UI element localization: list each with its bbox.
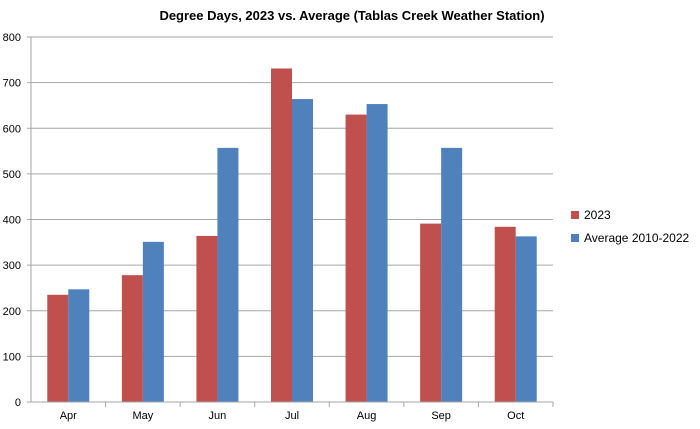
bar-2023-oct (494, 226, 516, 402)
legend-swatch (571, 211, 579, 219)
y-tick-label: 100 (3, 351, 21, 363)
legend-swatch (571, 234, 579, 242)
bar-average-2010-2022-apr (68, 289, 90, 402)
x-tick-label: Jun (209, 410, 227, 422)
bar-2023-aug (345, 114, 367, 402)
bar-average-2010-2022-oct (515, 236, 537, 402)
y-tick-label: 600 (3, 123, 21, 135)
y-tick-label: 500 (3, 169, 21, 181)
y-tick-label: 0 (15, 397, 21, 409)
bar-2023-jul (271, 68, 292, 402)
x-tick-label: Aug (357, 410, 377, 422)
bar-average-2010-2022-may (142, 241, 164, 402)
x-tick-label: Apr (60, 410, 77, 422)
y-tick-label: 400 (3, 215, 21, 227)
x-tick-label: Oct (507, 410, 524, 422)
legend-label: Average 2010-2022 (584, 231, 690, 245)
y-tick-label: 300 (3, 260, 21, 272)
bar-average-2010-2022-jun (217, 147, 239, 402)
bar-average-2010-2022-sep (441, 147, 463, 402)
x-tick-label: Jul (285, 410, 299, 422)
bar-average-2010-2022-jul (292, 99, 313, 403)
bar-2023-jun (196, 235, 218, 402)
bar-2023-apr (47, 294, 69, 402)
bar-average-2010-2022-aug (366, 104, 388, 402)
chart-title: Degree Days, 2023 vs. Average (Tablas Cr… (159, 8, 544, 23)
y-tick-label: 200 (3, 306, 21, 318)
x-tick-label: Sep (431, 410, 451, 422)
bar-2023-sep (420, 223, 442, 402)
x-tick-label: May (132, 410, 153, 422)
y-tick-label: 700 (3, 78, 21, 90)
y-tick-label: 800 (3, 32, 21, 44)
legend-label: 2023 (584, 208, 611, 222)
bar-2023-may (121, 275, 143, 402)
